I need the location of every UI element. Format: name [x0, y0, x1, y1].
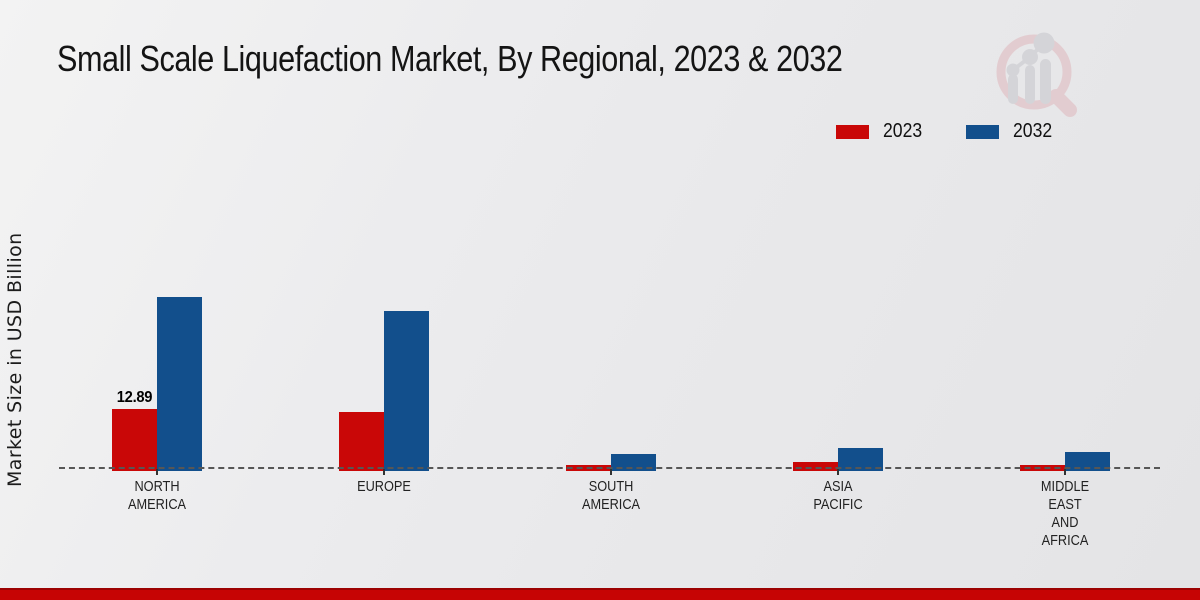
x-axis-tick-south-america: [610, 469, 612, 475]
bar-2023-europe: [339, 412, 384, 471]
category-label-line: AMERICA: [127, 496, 187, 513]
category-label-line: NORTH: [134, 478, 180, 495]
x-axis-tick-europe: [383, 469, 385, 475]
bar-2032-asia-pacific: [838, 448, 883, 471]
bar-2032-south-america: [611, 454, 656, 471]
legend-swatch-2023: [836, 124, 869, 139]
legend-item-2032: 2032: [965, 120, 1058, 143]
bar-2032-europe: [384, 311, 429, 471]
category-label-line: SOUTH: [588, 478, 634, 495]
x-axis-tick-middle-east-and-africa: [1064, 469, 1066, 475]
category-label-line: EUROPE: [357, 478, 411, 495]
category-label-line: EAST: [1048, 496, 1082, 513]
category-label-north-america: NORTH AMERICA: [98, 478, 217, 514]
category-label-line: AND: [1051, 514, 1079, 531]
bar-2023-north-america: [112, 409, 157, 471]
legend-swatch-2032: [965, 124, 999, 139]
magnifier-bar-chart-watermark-icon: [996, 32, 1077, 117]
bar-2032-north-america: [157, 297, 202, 471]
legend: 2023 2032: [836, 120, 1057, 143]
bar-2023-asia-pacific: [793, 462, 838, 471]
bar-2032-middle-east-and-africa: [1065, 452, 1110, 471]
category-label-line: MIDDLE: [1040, 478, 1090, 495]
chart-title: Small Scale Liquefaction Market, By Regi…: [57, 38, 843, 79]
data-label-2023-north-america: 12.89: [116, 389, 153, 406]
category-label-line: AFRICA: [1041, 532, 1089, 549]
baseline-dashed-axis: [59, 467, 1160, 469]
category-label-line: PACIFIC: [813, 496, 863, 513]
x-axis-tick-asia-pacific: [837, 469, 839, 475]
footer-accent-bar: [0, 588, 1200, 600]
legend-label-2023: 2023: [883, 120, 923, 142]
category-label-middle-east-and-africa: MIDDLE EAST AND AFRICA: [1006, 478, 1125, 550]
category-label-line: AMERICA: [581, 496, 641, 513]
category-label-south-america: SOUTH AMERICA: [552, 478, 671, 514]
category-label-asia-pacific: ASIA PACIFIC: [779, 478, 898, 514]
category-label-line: ASIA: [823, 478, 853, 495]
x-axis-tick-north-america: [156, 469, 158, 475]
legend-label-2032: 2032: [1012, 120, 1052, 142]
legend-item-2023: 2023: [836, 120, 928, 143]
category-label-europe: EUROPE: [325, 478, 444, 496]
